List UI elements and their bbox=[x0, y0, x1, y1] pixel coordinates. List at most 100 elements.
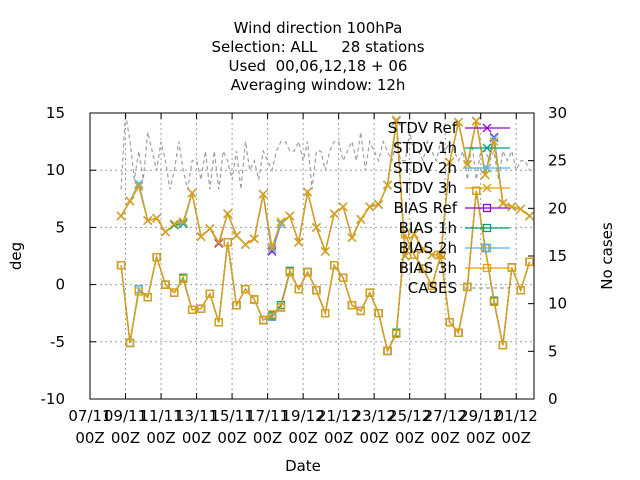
x-tick-label-hour: 00Z bbox=[146, 429, 175, 447]
data-point-bias-3h bbox=[365, 288, 374, 297]
data-point-bias-3h bbox=[525, 257, 534, 266]
data-point-stdv-3h bbox=[480, 170, 490, 180]
data-point-stdv-3h bbox=[320, 246, 330, 256]
x-tick-label-hour: 00Z bbox=[75, 429, 104, 447]
data-point-stdv-3h bbox=[445, 157, 455, 167]
legend-label-stdv-ref: STDV Ref bbox=[388, 119, 458, 137]
data-point-bias-3h bbox=[418, 264, 428, 273]
legend-marker-stdv-3h bbox=[482, 183, 492, 193]
data-point-bias-3h bbox=[116, 261, 126, 270]
data-point-bias-3h bbox=[312, 286, 321, 295]
series-bias-2h bbox=[116, 186, 534, 356]
x-tick-label-date: 11/11 bbox=[139, 407, 182, 425]
y2-tick-label: 15 bbox=[548, 247, 567, 265]
legend-label-bias-3h: BIAS 3h bbox=[399, 259, 457, 277]
title-line-2: Selection: ALL 28 stations bbox=[211, 38, 424, 56]
data-point-stdv-3h bbox=[267, 242, 277, 252]
x-tick-label-date: 23/12 bbox=[353, 407, 396, 425]
data-point-bias-3h bbox=[285, 267, 294, 277]
data-point-bias-3h bbox=[143, 293, 152, 302]
x-tick-label-hour: 00Z bbox=[359, 429, 388, 447]
legend-marker-stdv-ref bbox=[482, 123, 492, 133]
data-point-bias-3h bbox=[205, 289, 215, 298]
data-point-stdv-3h bbox=[525, 211, 535, 221]
y-tick-label: 10 bbox=[46, 161, 65, 179]
y2-tick-label: 30 bbox=[548, 104, 567, 122]
data-point-bias-3h bbox=[187, 305, 197, 314]
x-tick-label-hour: 00Z bbox=[502, 429, 531, 447]
data-point-stdv-3h bbox=[303, 187, 313, 197]
legend-label-bias-2h: BIAS 2h bbox=[399, 239, 457, 257]
data-point-bias-3h bbox=[259, 315, 268, 325]
grid-lines bbox=[90, 113, 534, 399]
x-tick-label-hour: 00Z bbox=[182, 429, 211, 447]
data-point-bias-3h bbox=[196, 304, 206, 313]
data-point-stdv-3h bbox=[276, 217, 286, 227]
legend-label-stdv-1h: STDV 1h bbox=[393, 139, 457, 157]
data-point-stdv-3h bbox=[178, 217, 188, 227]
data-point-bias-3h bbox=[170, 288, 179, 297]
data-point-bias-3h bbox=[321, 309, 330, 318]
data-point-bias-3h bbox=[179, 274, 188, 284]
x-tick-label-date: 25/12 bbox=[388, 407, 431, 425]
x-tick-label-hour: 00Z bbox=[253, 429, 282, 447]
data-point-stdv-3h bbox=[471, 116, 481, 126]
x-tick-label-date: 27/12 bbox=[424, 407, 467, 425]
data-point-stdv-3h bbox=[365, 202, 375, 212]
data-point-bias-3h bbox=[409, 250, 419, 260]
data-point-stdv-3h bbox=[418, 244, 428, 254]
title-line-3: Used 00,06,12,18 + 06 bbox=[229, 57, 408, 75]
series-line-bias-3h bbox=[120, 190, 531, 353]
data-point-stdv-3h bbox=[462, 160, 472, 169]
x-tick-label-date: 09/11 bbox=[104, 407, 147, 425]
data-point-bias-3h bbox=[436, 250, 445, 260]
data-point-bias-3h bbox=[356, 306, 365, 316]
x-tick-label-hour: 00Z bbox=[288, 429, 317, 447]
data-point-stdv-3h bbox=[498, 198, 508, 208]
legend-label-cases: CASES bbox=[408, 279, 457, 297]
data-point-bias-3h bbox=[294, 285, 303, 294]
data-point-stdv-3h bbox=[258, 189, 268, 199]
data-point-bias-3h bbox=[463, 282, 472, 292]
x-axis-label: Date bbox=[285, 457, 321, 475]
data-point-stdv-3h bbox=[489, 137, 499, 147]
data-point-bias-3h bbox=[152, 252, 161, 262]
data-point-stdv-3h bbox=[409, 229, 419, 239]
data-point-stdv-3h bbox=[329, 209, 339, 219]
legend-marker-stdv-1h bbox=[482, 143, 492, 153]
data-point-bias-3h bbox=[241, 285, 250, 294]
data-point-stdv-3h bbox=[223, 209, 233, 219]
data-point-stdv-3h bbox=[516, 204, 526, 214]
y-tick-label: 5 bbox=[55, 218, 65, 236]
y2-tick-label: 20 bbox=[548, 199, 567, 217]
x-tick-label-date: 19/12 bbox=[282, 407, 325, 425]
data-point-stdv-3h bbox=[232, 230, 241, 240]
data-point-stdv-3h bbox=[347, 233, 357, 243]
axis-tick-labels: 07/1100Z09/1100Z11/1100Z13/1100Z15/1100Z… bbox=[41, 104, 568, 447]
data-point-stdv-2h bbox=[134, 179, 144, 189]
data-point-stdv-3h bbox=[374, 200, 384, 209]
legend-marker-bias-3h bbox=[482, 263, 492, 273]
data-point-bias-3h bbox=[472, 186, 481, 195]
data-point-stdv-3h bbox=[249, 234, 259, 244]
title-line-4: Averaging window: 12h bbox=[231, 76, 406, 94]
legend-label-bias-1h: BIAS 1h bbox=[399, 219, 457, 237]
axis-ticks bbox=[89, 112, 534, 400]
data-point-bias-3h bbox=[454, 328, 463, 337]
data-point-stdv-3h bbox=[187, 188, 197, 198]
data-point-stdv-3h bbox=[134, 181, 144, 191]
data-point-bias-3h bbox=[232, 301, 241, 310]
x-tick-label-hour: 00Z bbox=[111, 429, 140, 447]
series-cases bbox=[120, 112, 534, 190]
legend-label-bias-ref: BIAS Ref bbox=[393, 199, 457, 217]
x-tick-label-hour: 00Z bbox=[466, 429, 495, 447]
x-tick-label-date: 29/12 bbox=[459, 407, 502, 425]
data-point-bias-3h bbox=[338, 273, 348, 282]
data-point-stdv-3h bbox=[311, 222, 321, 232]
data-point-stdv-2h bbox=[489, 133, 499, 143]
legend-label-stdv-3h: STDV 3h bbox=[393, 179, 457, 197]
y-tick-label: -10 bbox=[41, 390, 66, 408]
data-point-bias-3h bbox=[374, 309, 383, 318]
data-point-bias-3h bbox=[161, 280, 170, 289]
